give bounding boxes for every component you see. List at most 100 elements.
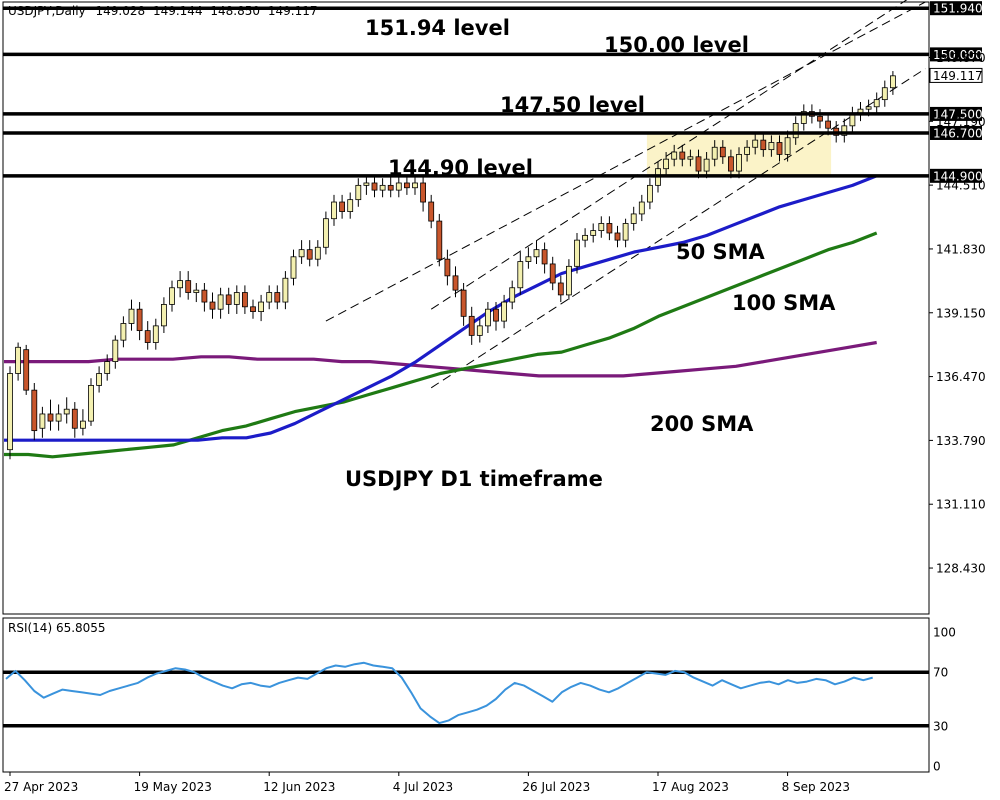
- candle: [209, 301, 216, 310]
- candle: [71, 408, 78, 429]
- candle: [387, 184, 394, 191]
- y-tick-label: 149.870: [936, 51, 986, 65]
- candle: [15, 346, 22, 374]
- candle: [817, 115, 823, 122]
- candle: [622, 223, 629, 241]
- y-tick-label: 133.790: [936, 434, 986, 448]
- x-tick-label: 17 Aug 2023: [652, 780, 729, 794]
- level-price-tag: [930, 125, 982, 140]
- candle: [574, 239, 580, 267]
- candle: [420, 182, 427, 203]
- candle: [800, 111, 807, 124]
- ohlc-high: 149.144: [153, 4, 203, 18]
- level-price-tag-text: 151.940: [933, 2, 983, 16]
- candle: [225, 294, 232, 305]
- candle: [614, 232, 621, 241]
- current-price-text: 149.117: [933, 69, 983, 83]
- candle: [177, 280, 184, 289]
- candle: [582, 234, 588, 241]
- candle: [711, 146, 718, 160]
- candle: [290, 256, 297, 279]
- candle: [88, 384, 94, 422]
- level-price-tag-text: 150.000: [933, 48, 983, 62]
- candle: [501, 301, 508, 322]
- candle: [339, 201, 346, 212]
- candle: [452, 275, 459, 291]
- candle: [104, 361, 111, 374]
- candle: [784, 137, 791, 155]
- sma-100-label: 100 SMA: [732, 291, 836, 315]
- candle: [566, 265, 572, 296]
- candle: [120, 323, 127, 341]
- x-tick-label: 4 Jul 2023: [393, 780, 453, 794]
- level-label-151-94: 151.94 level: [365, 16, 510, 40]
- candle: [719, 146, 726, 158]
- level-price-tag: [930, 1, 982, 16]
- candle: [266, 292, 273, 303]
- candle: [476, 325, 483, 336]
- candle: [663, 158, 669, 170]
- y-tick-label: 147.190: [936, 115, 986, 129]
- candle: [849, 113, 856, 127]
- candle: [314, 246, 321, 260]
- candle: [890, 75, 896, 89]
- candle: [598, 223, 605, 232]
- level-label-147-50: 147.50 level: [500, 93, 645, 117]
- symbol-header: USDJPY,Daily 149.028 149.144 148.850 149…: [8, 4, 317, 18]
- x-tick-label: 27 Apr 2023: [4, 780, 78, 794]
- candle: [687, 156, 694, 160]
- sma-100-line: [4, 231, 878, 459]
- candle: [865, 106, 872, 110]
- trend-channel-line: [430, 68, 926, 389]
- level-price-tag-text: 147.500: [933, 107, 983, 121]
- candle: [47, 413, 54, 422]
- level-price-tag-text: 144.900: [933, 169, 983, 183]
- rsi-y-tick-label: 0: [933, 760, 941, 774]
- candle: [63, 408, 70, 415]
- level-label-144-90: 144.90 level: [388, 156, 533, 180]
- candle: [241, 292, 248, 308]
- y-tick-label: 128.430: [936, 562, 986, 576]
- candle: [31, 389, 38, 432]
- level-price-tag: [930, 106, 982, 121]
- trend-channel-line: [430, 0, 908, 310]
- candle: [760, 139, 767, 151]
- candle: [128, 308, 135, 324]
- candle: [428, 201, 435, 222]
- candle: [412, 182, 418, 189]
- candle: [557, 282, 564, 296]
- rsi-panel-frame: [2, 617, 930, 773]
- candle: [460, 289, 467, 317]
- candle: [185, 280, 192, 293]
- candle: [695, 156, 702, 172]
- candle: [201, 289, 208, 303]
- candle: [395, 182, 402, 191]
- candle: [436, 220, 443, 260]
- candle: [509, 287, 516, 303]
- candle: [541, 249, 548, 265]
- candle: [96, 373, 102, 386]
- y-tick-label: 136.470: [936, 370, 986, 384]
- candle: [152, 325, 159, 343]
- candle: [647, 184, 653, 203]
- rsi-y-tick-label: 70: [933, 666, 948, 680]
- candle: [606, 223, 613, 234]
- candle: [630, 213, 637, 224]
- candle: [752, 139, 759, 148]
- level-price-tag: [930, 168, 982, 183]
- rsi-y-tick-label: 100: [933, 626, 956, 640]
- candle: [233, 292, 240, 305]
- symbol-name: USDJPY,Daily: [8, 4, 86, 18]
- x-tick-label: 8 Sep 2023: [782, 780, 850, 794]
- candle: [258, 301, 265, 312]
- candle: [379, 184, 386, 191]
- level-price-tag-text: 146.700: [933, 126, 983, 140]
- candle: [347, 199, 354, 212]
- candle: [331, 201, 337, 220]
- candle: [217, 294, 224, 310]
- sma-200-label: 200 SMA: [650, 412, 754, 436]
- candle: [112, 339, 119, 362]
- candle: [298, 249, 305, 258]
- candle: [517, 261, 524, 289]
